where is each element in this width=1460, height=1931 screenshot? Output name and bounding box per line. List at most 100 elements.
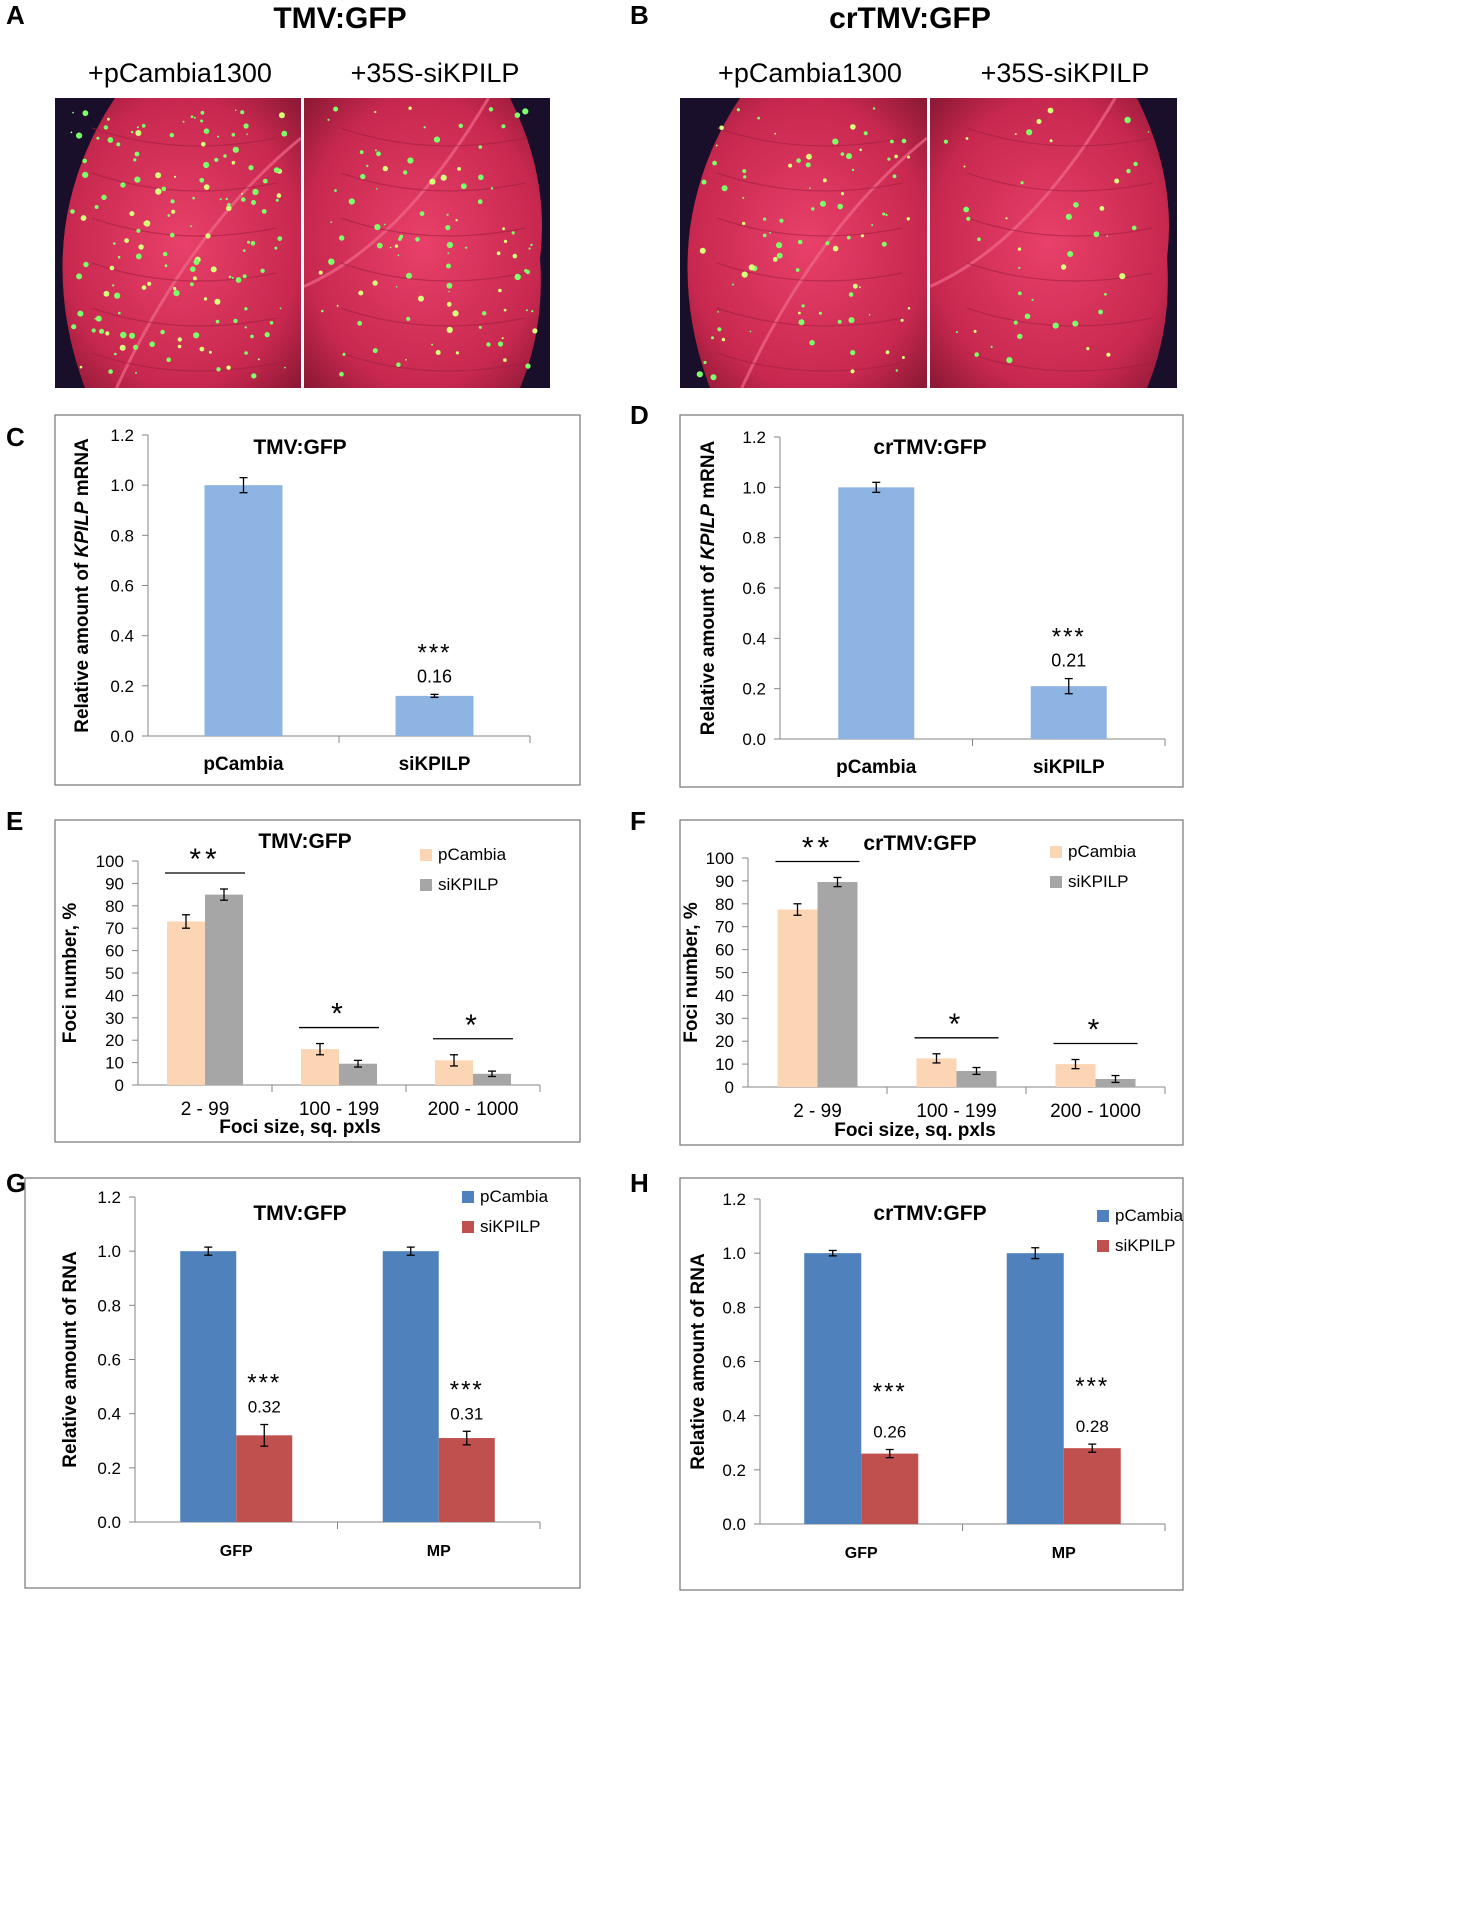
gfp-focus [277, 236, 283, 242]
gfp-focus [528, 247, 531, 250]
significance-stars: ** [802, 831, 833, 864]
x-tick-label: MP [1052, 1545, 1076, 1562]
legend-swatch-pcambia [420, 849, 432, 861]
panel-a-label-pcambia: +pCambia1300 [88, 58, 272, 88]
gfp-focus [488, 107, 494, 112]
y-tick-label: 0.0 [722, 1515, 746, 1534]
gfp-focus [757, 116, 760, 120]
chart-g-title: TMV:GFP [253, 1202, 346, 1225]
gfp-focus [990, 345, 993, 348]
leaf-vein [716, 262, 903, 282]
gfp-focus [203, 128, 210, 134]
gfp-focus [892, 174, 897, 179]
gfp-focus [1093, 231, 1100, 238]
bar-value [1030, 686, 1107, 739]
gfp-focus [200, 119, 204, 123]
gfp-focus [1047, 107, 1054, 114]
chart-e-frame [54, 819, 581, 1143]
gfp-focus [1147, 131, 1150, 133]
gfp-focus [717, 311, 719, 313]
y-tick-label: 0.8 [110, 526, 134, 545]
gfp-focus [776, 252, 783, 259]
gfp-focus [201, 141, 206, 147]
gfp-focus [859, 148, 862, 152]
gfp-focus [71, 324, 77, 330]
gfp-focus [167, 214, 171, 217]
x-tick-label: 100 - 199 [916, 1101, 996, 1122]
gfp-focus [228, 275, 232, 279]
leaf-vein [716, 127, 903, 147]
leaf-vein [340, 307, 526, 327]
gfp-focus [264, 332, 270, 338]
gfp-focus [166, 357, 171, 363]
gfp-focus [161, 186, 167, 192]
gfp-focus [403, 170, 408, 175]
gfp-focus [251, 200, 256, 205]
gfp-focus [795, 268, 800, 272]
gfp-focus [1026, 129, 1033, 136]
leaf-vein [966, 262, 1153, 282]
gfp-focus [418, 295, 424, 302]
gfp-focus [710, 374, 717, 381]
gfp-focus [433, 136, 441, 143]
gfp-focus [251, 373, 257, 379]
gfp-focus [149, 341, 155, 347]
gfp-focus [798, 319, 805, 326]
gfp-focus [214, 157, 219, 162]
bar-sikpilp [1063, 1448, 1121, 1524]
y-tick-label: 60 [105, 942, 124, 961]
leaf-sikpilp-crtmv-image [930, 98, 1177, 388]
gfp-focus [243, 249, 246, 252]
gfp-focus [114, 292, 121, 299]
gfp-focus [721, 185, 728, 192]
panel-a-label-sikpilp: +35S-siKPILP [350, 58, 520, 88]
gfp-focus [182, 120, 185, 123]
gfp-focus [974, 352, 979, 357]
gfp-focus [235, 277, 242, 283]
gfp-focus [458, 123, 463, 128]
gfp-focus [811, 207, 815, 211]
y-tick-label: 0.0 [97, 1513, 121, 1532]
gfp-focus [796, 158, 801, 163]
x-tick-label: 200 - 1000 [428, 1099, 519, 1120]
gfp-focus [247, 240, 250, 244]
gfp-focus [1073, 202, 1079, 208]
gfp-focus [94, 205, 99, 209]
gfp-focus [452, 310, 459, 317]
significance-stars: *** [873, 1379, 907, 1406]
gfp-focus [321, 309, 324, 313]
gfp-focus [99, 328, 105, 334]
legend-swatch-pcambia [1097, 1210, 1109, 1222]
gfp-focus [742, 169, 747, 174]
legend-swatch-sikpilp [420, 879, 432, 891]
gfp-focus [273, 167, 280, 173]
gfp-focus [136, 126, 139, 129]
gfp-focus [446, 301, 452, 307]
gfp-focus [1036, 119, 1042, 124]
gfp-focus [776, 242, 783, 249]
gfp-focus [135, 130, 142, 136]
gfp-focus [798, 311, 801, 315]
gfp-focus [96, 136, 100, 140]
gfp-focus [108, 369, 113, 374]
legend-label-sikpilp: siKPILP [480, 1217, 540, 1236]
gfp-focus [76, 273, 83, 280]
y-axis-label: Foci number, % [60, 903, 81, 1044]
gfp-focus [906, 217, 910, 221]
x-tick-label: MP [427, 1543, 451, 1560]
gfp-focus [779, 218, 784, 223]
gfp-focus [133, 344, 139, 350]
x-axis-label: Foci size, sq. pxls [219, 1117, 381, 1138]
gfp-focus [530, 243, 533, 247]
gfp-focus [372, 280, 378, 286]
gfp-focus [846, 153, 852, 160]
x-tick-label: pCambia [836, 757, 917, 778]
bar-sikpilp [205, 894, 243, 1085]
y-tick-label: 0.8 [742, 529, 766, 548]
leaf-pcambia-crtmv-image [680, 98, 927, 388]
gfp-focus [133, 158, 137, 162]
gfp-focus [860, 234, 864, 238]
chart-c-frame [54, 414, 581, 786]
gfp-focus [1017, 291, 1022, 296]
gfp-focus [327, 118, 330, 121]
